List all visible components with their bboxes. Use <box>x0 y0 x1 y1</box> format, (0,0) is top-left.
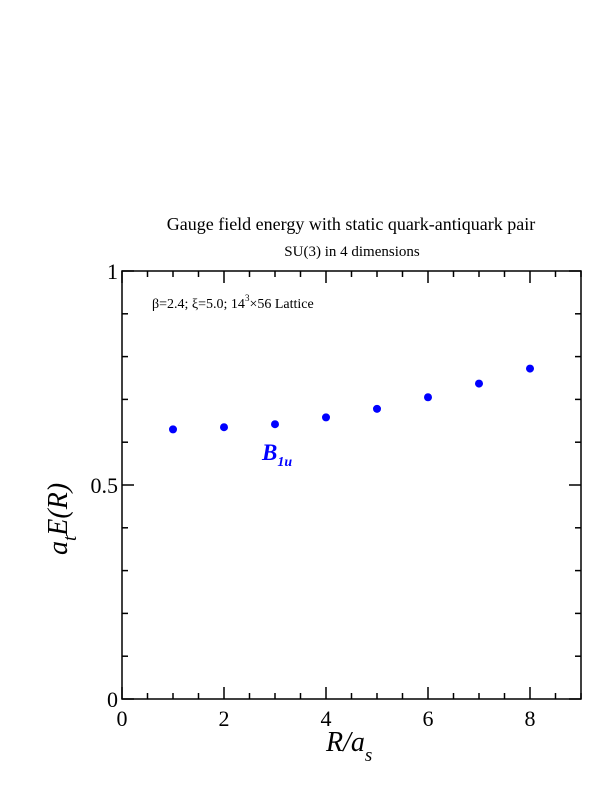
x-tick-label: 8 <box>525 706 536 731</box>
x-tick-label: 0 <box>117 706 128 731</box>
x-tick-label: 4 <box>321 706 332 731</box>
data-point <box>169 425 177 434</box>
axis-ticks <box>121 270 582 700</box>
x-tick-labels: 0 2 4 6 8 <box>117 706 536 731</box>
y-tick-label: 0 <box>107 687 118 712</box>
y-tick-label: 1 <box>107 259 118 284</box>
x-tick-label: 2 <box>219 706 230 731</box>
plot-frame <box>121 270 582 700</box>
x-axis-label-main: R/a <box>325 727 365 758</box>
data-point <box>373 404 381 413</box>
series-label-sub: 1u <box>277 455 292 470</box>
data-point <box>475 379 483 388</box>
data-point <box>322 413 330 422</box>
chart-subtitle: SU(3) in 4 dimensions <box>284 244 420 260</box>
chart-title: Gauge field energy with static quark-ant… <box>167 214 536 234</box>
lattice-annotation: β=2.4; ξ=5.0; 143×56 Lattice <box>152 293 314 312</box>
annotation-text-a: β=2.4; ξ=5.0; 14 <box>152 297 245 312</box>
y-axis-label: atE(R) <box>43 483 81 555</box>
data-point <box>220 423 228 432</box>
x-axis-label: R/as <box>325 727 372 766</box>
annotation-text-b: ×56 Lattice <box>249 297 313 312</box>
data-points <box>169 364 534 434</box>
y-axis-label-pre: a <box>43 541 74 555</box>
y-tick-label: 0.5 <box>91 473 119 498</box>
x-axis-label-sub: s <box>365 745 372 766</box>
data-point <box>526 364 534 373</box>
x-tick-label: 6 <box>423 706 434 731</box>
annotation-superscript: 3 <box>245 293 250 303</box>
y-tick-labels: 00.51 <box>91 259 119 712</box>
data-point <box>424 393 432 402</box>
y-axis-label-post: E(R) <box>43 483 74 537</box>
series-label-main: B <box>261 440 277 465</box>
series-label: B1u <box>261 440 292 470</box>
y-axis-label-sub: t <box>60 535 81 541</box>
data-point <box>271 420 279 429</box>
